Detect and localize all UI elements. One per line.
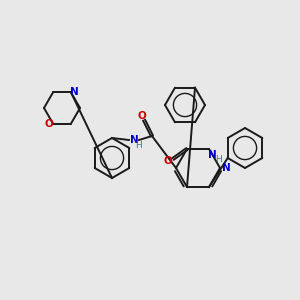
Text: H: H [214,155,221,164]
Text: N: N [222,163,230,173]
Text: N: N [208,150,216,160]
Text: O: O [45,118,53,129]
Text: O: O [164,156,172,166]
Text: N: N [130,135,138,145]
Text: N: N [70,87,78,98]
Text: H: H [135,142,141,151]
Text: O: O [138,111,146,121]
